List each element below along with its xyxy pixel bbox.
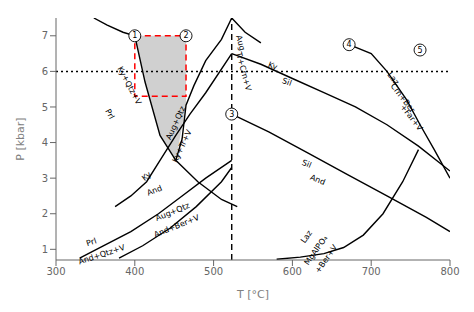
- svg-text:Sil: Sil: [281, 76, 293, 88]
- svg-text:T [°C]: T [°C]: [236, 288, 269, 301]
- svg-text:Ky+Tr+V: Ky+Tr+V: [171, 128, 194, 164]
- svg-text:300: 300: [46, 266, 65, 277]
- svg-text:Crn+Ber: Crn+Ber: [388, 81, 417, 115]
- svg-text:Ky+Qtz+V: Ky+Qtz+V: [115, 65, 143, 107]
- svg-text:5: 5: [42, 102, 48, 113]
- svg-text:1: 1: [42, 244, 48, 255]
- svg-text:Prl: Prl: [103, 107, 116, 120]
- svg-text:And: And: [146, 184, 164, 198]
- svg-text:500: 500: [204, 266, 223, 277]
- svg-text:Aug+Qtz: Aug+Qtz: [154, 201, 191, 223]
- svg-text:Ky: Ky: [140, 170, 153, 183]
- svg-text:700: 700: [362, 266, 381, 277]
- svg-text:4: 4: [42, 137, 48, 148]
- svg-text:2: 2: [183, 31, 188, 40]
- svg-text:Laz: Laz: [299, 229, 314, 245]
- svg-text:800: 800: [440, 266, 459, 277]
- svg-text:And: And: [309, 173, 327, 187]
- svg-text:Laz: Laz: [385, 70, 401, 87]
- svg-text:And+Ber+V: And+Ber+V: [153, 213, 202, 240]
- svg-text:+Far+V: +Far+V: [398, 103, 424, 133]
- svg-text:7: 7: [42, 30, 48, 41]
- svg-text:3: 3: [42, 173, 48, 184]
- svg-text:P [kbar]: P [kbar]: [14, 117, 27, 160]
- svg-text:6: 6: [42, 66, 48, 77]
- svg-text:Tr+Crn+V: Tr+Crn+V: [234, 50, 253, 92]
- svg-text:400: 400: [125, 266, 144, 277]
- svg-text:4: 4: [347, 40, 352, 49]
- svg-text:And+Qtz+V: And+Qtz+V: [77, 243, 126, 267]
- svg-text:600: 600: [283, 266, 302, 277]
- svg-text:Ky: Ky: [267, 60, 279, 72]
- svg-text:2: 2: [42, 208, 48, 219]
- svg-text:+Ber+V: +Ber+V: [313, 243, 339, 275]
- svg-text:3: 3: [229, 110, 234, 119]
- svg-text:MgAlPO₄: MgAlPO₄: [302, 233, 330, 267]
- svg-text:5: 5: [418, 46, 423, 55]
- svg-text:Aug+Qtz: Aug+Qtz: [164, 104, 188, 142]
- svg-text:Prl: Prl: [85, 236, 97, 248]
- svg-text:Sil: Sil: [300, 158, 312, 170]
- svg-text:Aug: Aug: [234, 34, 247, 51]
- svg-text:1: 1: [132, 31, 137, 40]
